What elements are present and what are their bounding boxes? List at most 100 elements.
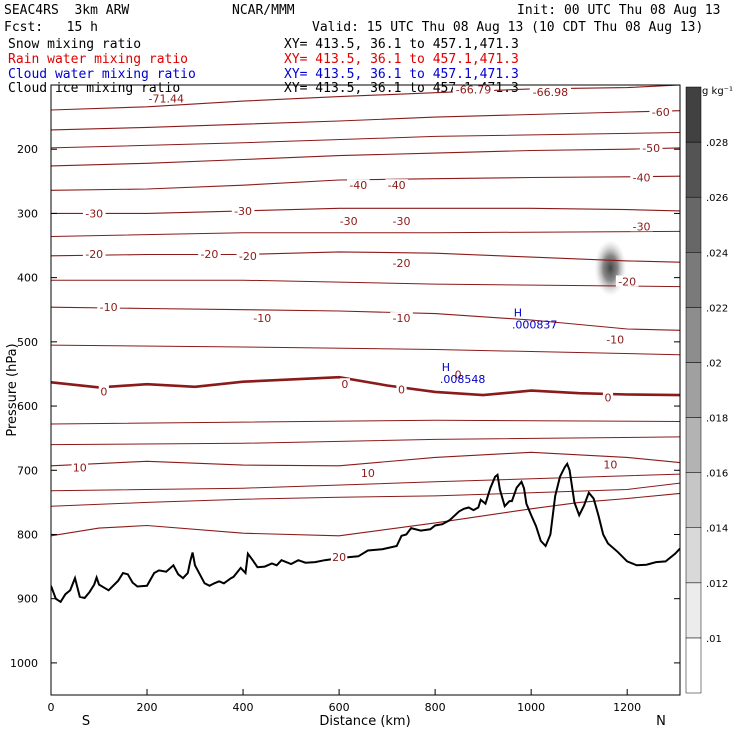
- endpoint-label-left: S: [82, 714, 90, 729]
- contour-label: -30: [633, 220, 651, 233]
- contour-label-bg: [390, 312, 413, 324]
- contour-label: -20: [200, 248, 218, 261]
- x-tick-label: 1000: [517, 701, 545, 714]
- isotherm-line: [51, 473, 680, 492]
- contour-label-bg: [390, 215, 413, 227]
- isotherm-line: [51, 344, 680, 356]
- colorbar-swatch: [685, 472, 702, 528]
- colorbar-tick-label: .01: [706, 634, 722, 645]
- isotherm-line: [51, 85, 680, 111]
- y-tick-label: 300: [17, 207, 38, 220]
- contour-label: -40: [349, 179, 367, 192]
- contour-label: 0: [100, 385, 107, 398]
- colorbar-tick-label: .016: [706, 469, 728, 480]
- cloud-water-max-marker: H: [514, 306, 522, 319]
- contour-label-bg: [359, 466, 377, 478]
- contour-label: -10: [253, 312, 271, 325]
- field-xy-snow: XY= 413.5, 36.1 to 457.1,471.3: [284, 37, 519, 52]
- contour-label-bg: [630, 171, 653, 183]
- contour-label-bg: [602, 458, 619, 470]
- contour-label: 0: [398, 383, 405, 396]
- colorbar-swatch: [685, 527, 702, 584]
- isotherm-line: [51, 132, 680, 149]
- contour-label: -40: [388, 179, 406, 192]
- colorbar-tick-label: .026: [706, 193, 728, 204]
- contour-label: -50: [642, 142, 660, 155]
- contour-label: 10: [73, 462, 87, 475]
- field-xy-cloud-water: XY= 413.5, 36.1 to 457.1,471.3: [284, 67, 519, 82]
- contour-label-bg: [98, 385, 109, 397]
- colorbar-tick-label: .012: [706, 579, 728, 590]
- contour-label: -10: [100, 301, 118, 314]
- field-label-cloud-water: Cloud water mixing ratio: [8, 67, 196, 82]
- contour-label-bg: [82, 207, 106, 219]
- contour-label-bg: [236, 249, 260, 261]
- contour-label-bg: [602, 391, 614, 403]
- isotherm-line: [51, 306, 680, 331]
- colorbar-swatch: [685, 307, 702, 363]
- contour-label: -20: [85, 248, 103, 261]
- y-tick-label: 900: [17, 593, 38, 606]
- contour-label: 0: [604, 392, 611, 405]
- contour-label: 10: [361, 467, 375, 480]
- terrain-line: [51, 461, 680, 604]
- contour-label: -10: [606, 333, 624, 346]
- contour-label: -10: [393, 312, 411, 325]
- colorbar-swatch: [685, 196, 702, 253]
- contour-label-bg: [346, 179, 370, 191]
- cloud-water-max-value: .000837: [512, 318, 557, 331]
- colorbar-swatch: [685, 362, 702, 418]
- contour-label-bg: [231, 204, 255, 216]
- organization-label: NCAR/MMM: [232, 3, 295, 18]
- colorbar-swatch: [685, 417, 702, 473]
- contour-label: -40: [633, 171, 651, 184]
- isotherm-line: [51, 436, 680, 446]
- contour-label: 0: [455, 369, 462, 382]
- cloud-water-max-value: .008548: [440, 373, 486, 386]
- x-tick-label: 800: [425, 701, 446, 714]
- isotherm-line: [51, 451, 680, 467]
- contour-label-bg: [250, 312, 274, 324]
- colorbar-tick-label: .02: [706, 358, 722, 369]
- contour-label: 0: [341, 378, 348, 391]
- contour-label-bg: [639, 141, 663, 153]
- colorbar-swatch: [685, 637, 702, 694]
- contour-label: -30: [393, 215, 411, 228]
- contour-label: 20: [332, 551, 346, 564]
- field-xy-rain: XY= 413.5, 36.1 to 457.1,471.3: [284, 52, 519, 67]
- isotherm-line: [51, 251, 680, 263]
- colorbar-tick-label: .014: [706, 524, 728, 535]
- contour-label-bg: [339, 378, 350, 390]
- contour-label-bg: [330, 550, 348, 562]
- y-tick-label: 800: [17, 528, 38, 541]
- x-tick-label: 0: [48, 701, 55, 714]
- x-tick-label: 400: [233, 701, 254, 714]
- cloud-water-max-marker: H: [442, 361, 450, 374]
- isotherm-line: [51, 147, 680, 167]
- colorbar-unit: g kg⁻¹: [702, 86, 733, 97]
- colorbar-swatch: [685, 582, 702, 639]
- isotherm-line: [51, 492, 680, 537]
- model-title: SEAC4RS 3km ARW: [4, 3, 130, 18]
- y-tick-label: 700: [17, 464, 38, 477]
- colorbar-tick-label: .028: [706, 138, 728, 149]
- contour-label-bg: [529, 86, 571, 98]
- contour-label: -30: [340, 215, 358, 228]
- valid-time: Valid: 15 UTC Thu 08 Aug 13 (10 CDT Thu …: [312, 20, 704, 35]
- y-tick-label: 500: [17, 336, 38, 349]
- y-tick-label: 1000: [10, 657, 38, 670]
- isotherm-line: [51, 419, 680, 425]
- contour-label: -60: [652, 106, 670, 119]
- isotherm-line: [51, 230, 680, 237]
- x-tick-label: 600: [329, 701, 350, 714]
- contour-label-bg: [71, 461, 89, 473]
- contour-label-bg: [337, 215, 360, 227]
- contour-label-bg: [603, 333, 627, 345]
- freezing-level-line: [51, 375, 680, 397]
- contour-label: -66.98: [533, 86, 568, 99]
- colorbar-swatch: [685, 252, 702, 308]
- contour-label: 10: [603, 458, 617, 471]
- x-tick-label: 200: [137, 701, 158, 714]
- contour-label-bg: [630, 220, 653, 232]
